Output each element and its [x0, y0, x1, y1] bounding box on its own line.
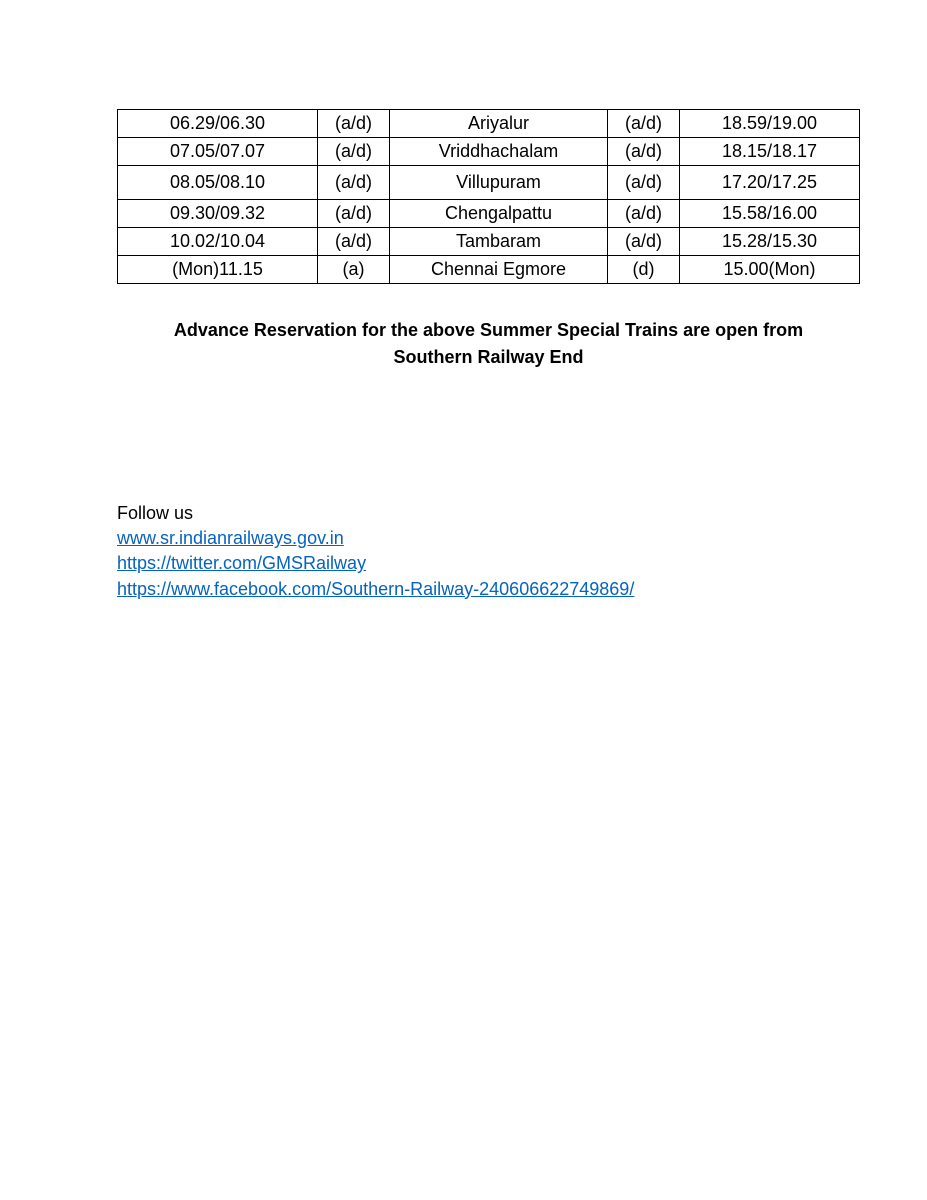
cell-time2: 18.15/18.17 — [680, 138, 860, 166]
cell-time1: 08.05/08.10 — [118, 166, 318, 200]
cell-time1: 10.02/10.04 — [118, 228, 318, 256]
cell-ad2: (d) — [608, 256, 680, 284]
schedule-table: 06.29/06.30(a/d)Ariyalur(a/d)18.59/19.00… — [117, 109, 860, 284]
cell-time1: 09.30/09.32 — [118, 200, 318, 228]
follow-link-twitter[interactable]: https://twitter.com/GMSRailway — [117, 553, 366, 573]
table-row: (Mon)11.15(a)Chennai Egmore(d)15.00(Mon) — [118, 256, 860, 284]
schedule-table-body: 06.29/06.30(a/d)Ariyalur(a/d)18.59/19.00… — [118, 110, 860, 284]
cell-ad1: (a/d) — [318, 166, 390, 200]
follow-link-website[interactable]: www.sr.indianrailways.gov.in — [117, 528, 344, 548]
cell-station: Chennai Egmore — [390, 256, 608, 284]
cell-time2: 17.20/17.25 — [680, 166, 860, 200]
cell-station: Vriddhachalam — [390, 138, 608, 166]
table-row: 07.05/07.07(a/d)Vriddhachalam(a/d)18.15/… — [118, 138, 860, 166]
follow-block: Follow us www.sr.indianrailways.gov.in h… — [117, 501, 860, 602]
document-page: 06.29/06.30(a/d)Ariyalur(a/d)18.59/19.00… — [0, 0, 927, 602]
reservation-notice: Advance Reservation for the above Summer… — [117, 317, 860, 371]
cell-time1: 07.05/07.07 — [118, 138, 318, 166]
cell-time2: 18.59/19.00 — [680, 110, 860, 138]
notice-line-2: Southern Railway End — [393, 347, 583, 367]
cell-ad2: (a/d) — [608, 110, 680, 138]
cell-station: Ariyalur — [390, 110, 608, 138]
follow-label: Follow us — [117, 501, 860, 526]
cell-ad2: (a/d) — [608, 166, 680, 200]
cell-station: Tambaram — [390, 228, 608, 256]
cell-time2: 15.28/15.30 — [680, 228, 860, 256]
notice-line-1: Advance Reservation for the above Summer… — [174, 320, 803, 340]
table-row: 06.29/06.30(a/d)Ariyalur(a/d)18.59/19.00 — [118, 110, 860, 138]
follow-link-facebook[interactable]: https://www.facebook.com/Southern-Railwa… — [117, 579, 634, 599]
cell-time2: 15.00(Mon) — [680, 256, 860, 284]
cell-station: Chengalpattu — [390, 200, 608, 228]
cell-ad1: (a/d) — [318, 200, 390, 228]
cell-ad1: (a/d) — [318, 138, 390, 166]
cell-ad2: (a/d) — [608, 138, 680, 166]
cell-ad1: (a/d) — [318, 110, 390, 138]
cell-time1: 06.29/06.30 — [118, 110, 318, 138]
table-row: 10.02/10.04(a/d)Tambaram(a/d)15.28/15.30 — [118, 228, 860, 256]
table-row: 08.05/08.10(a/d)Villupuram(a/d)17.20/17.… — [118, 166, 860, 200]
cell-ad2: (a/d) — [608, 200, 680, 228]
cell-time2: 15.58/16.00 — [680, 200, 860, 228]
cell-station: Villupuram — [390, 166, 608, 200]
table-row: 09.30/09.32(a/d)Chengalpattu(a/d)15.58/1… — [118, 200, 860, 228]
cell-ad1: (a/d) — [318, 228, 390, 256]
cell-ad1: (a) — [318, 256, 390, 284]
cell-ad2: (a/d) — [608, 228, 680, 256]
cell-time1: (Mon)11.15 — [118, 256, 318, 284]
